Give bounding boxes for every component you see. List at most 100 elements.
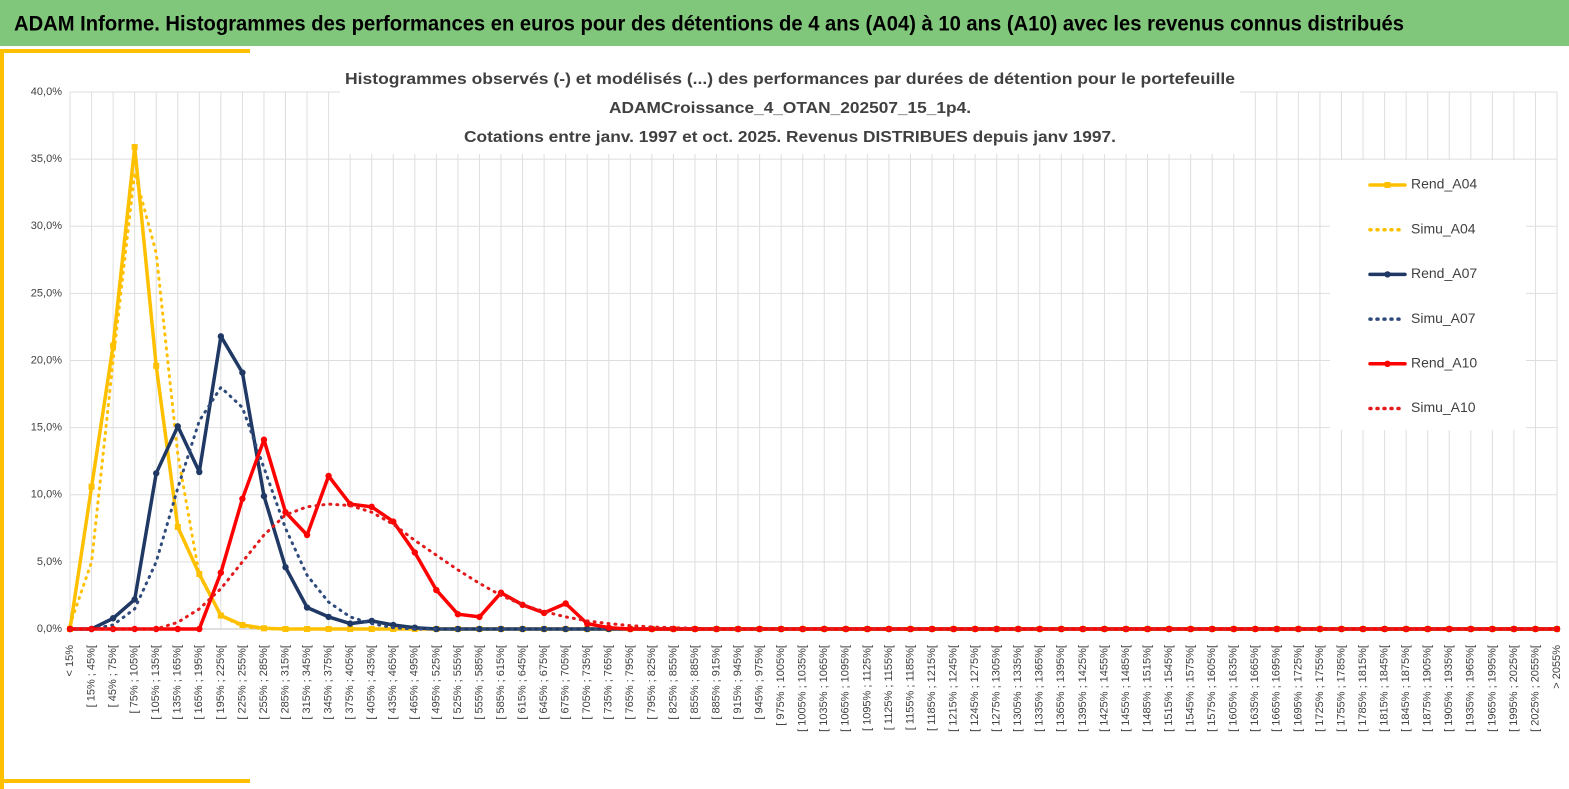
marker [153,362,160,369]
legend-label: Simu_A04 [1411,220,1476,236]
x-tick-label: [ 825% ; 855%[ [667,645,679,720]
x-tick-label: [ 1035% ; 1065%[ [818,645,830,732]
marker [325,613,332,621]
legend: Rend_A04 Simu_A04 Rend_A07 Simu_A07 Rend_A10… [1368,176,1477,415]
x-tick-label: [ 1365% ; 1395%[ [1055,645,1067,732]
x-tick-label: [ 645% ; 675%[ [538,645,550,720]
marker [993,625,1000,633]
marker [110,342,117,349]
x-tick-label: > 2055% [1551,645,1563,689]
x-tick-label: [ 1005% ; 1035%[ [797,645,809,732]
marker [196,625,203,633]
x-tick-label: [ 1635% ; 1665%[ [1249,645,1261,732]
y-tick-label: 10,0% [31,489,62,501]
x-tick-label: [ 45% ; 75%[ [107,645,119,707]
marker [734,625,742,633]
marker [1230,625,1237,633]
marker [605,624,612,631]
x-tick-label: [ 255% ; 285%[ [258,645,270,720]
accent [0,49,250,53]
y-tick-label: 35,0% [31,153,62,165]
marker [562,625,569,633]
x-tick-label: [ 1485% ; 1515%[ [1141,645,1153,732]
marker [454,625,462,633]
x-tick-label: [ 1425% ; 1455%[ [1098,645,1110,732]
x-tick-label: [ 1815% ; 1845%[ [1379,645,1391,732]
x-tick-label: [ 1845% ; 1875%[ [1400,645,1412,732]
x-tick-label: [ 285% ; 315%[ [279,645,291,720]
x-tick-label: [ 225% ; 255%[ [236,645,248,720]
marker [174,423,181,430]
marker [109,615,117,622]
legend-label: Simu_A10 [1411,399,1476,415]
x-tick-label: [ 1995% ; 2025%[ [1508,645,1520,732]
marker [131,596,138,603]
marker [476,625,483,633]
legend-label: Rend_A07 [1411,265,1477,281]
marker [1532,625,1539,633]
x-tick-label: [ 1875% ; 1905%[ [1422,645,1434,732]
legend-label: Rend_A04 [1411,176,1477,192]
x-tick-label: [ 465% ; 495%[ [409,645,421,720]
x-tick-label: [ 1275% ; 1305%[ [991,645,1003,732]
marker [217,612,224,619]
marker [368,503,375,511]
x-tick-label: [ 135% ; 165%[ [172,645,184,720]
marker [390,518,397,525]
marker [627,625,634,633]
marker [713,625,720,633]
x-tick-label: [ 495% ; 525%[ [430,645,442,720]
marker [1295,625,1302,633]
marker [562,600,569,607]
x-tick-label: [ 375% ; 405%[ [344,645,356,720]
marker [1316,625,1324,633]
x-tick-label: [ 1545% ; 1575%[ [1185,645,1197,732]
marker [131,144,138,151]
marker [88,483,95,490]
x-tick-label: [ 1515% ; 1545%[ [1163,645,1175,732]
marker [1553,625,1561,633]
plot: 0,0% 5,0% 10,0% 15,0% 20,0% 25,0% 30,0% 35,0% 40… [31,86,1563,732]
y-tick-label: 25,0% [31,287,62,299]
x-tick-label: [ 1665% ; 1695%[ [1271,645,1283,732]
x-tick-label: [ 1605% ; 1635%[ [1228,645,1240,732]
x-tick-label: [ 1305% ; 1335%[ [1012,645,1024,732]
y-tick-label: 40,0% [31,86,62,98]
marker [174,625,181,633]
x-tick-label: [ 795% ; 825%[ [646,645,658,720]
marker [282,564,289,571]
series-line [68,437,1559,631]
chart-title: Cotations entre janv. 1997 et oct. 2025.… [464,129,1116,146]
marker [433,586,440,594]
x-tick-label: [ 1785% ; 1815%[ [1357,645,1369,732]
x-tick-label: [ 1125% ; 1155%[ [883,645,895,730]
x-tick-label: [ 915% ; 945%[ [732,645,744,720]
y-tick-label: 0,0% [37,623,62,635]
x-tick-label: [ 15% ; 45%[ [85,645,97,707]
marker [196,468,203,476]
x-tick-label: [ 1245% ; 1275%[ [969,645,981,732]
marker [239,369,246,376]
header-bar [0,0,1569,46]
legend-box [1330,160,1526,430]
x-tick-label: [ 705% ; 735%[ [581,645,593,720]
x-tick-label: [ 165% ; 195%[ [193,645,205,720]
marker [777,625,785,633]
marker [260,436,268,443]
x-tick-label: [ 765% ; 795%[ [624,645,636,720]
marker [239,621,246,628]
marker [303,531,311,539]
x-tick-label: [ 615% ; 645%[ [516,645,528,720]
marker [950,625,957,633]
x-tick-label: [ 585% ; 615%[ [495,645,507,720]
x-tick-label: [ 1395% ; 1425%[ [1077,645,1089,732]
legend-label: Simu_A07 [1411,310,1476,326]
marker [239,495,246,502]
x-tick-label: [ 1185% ; 1215%[ [926,645,938,731]
marker [411,549,419,556]
legend-marker [1384,271,1391,278]
header-title: ADAM Informe. Histogrammes des performan… [14,13,1404,36]
marker [971,625,979,633]
y-tick-label: 15,0% [31,422,62,434]
marker [282,509,289,516]
